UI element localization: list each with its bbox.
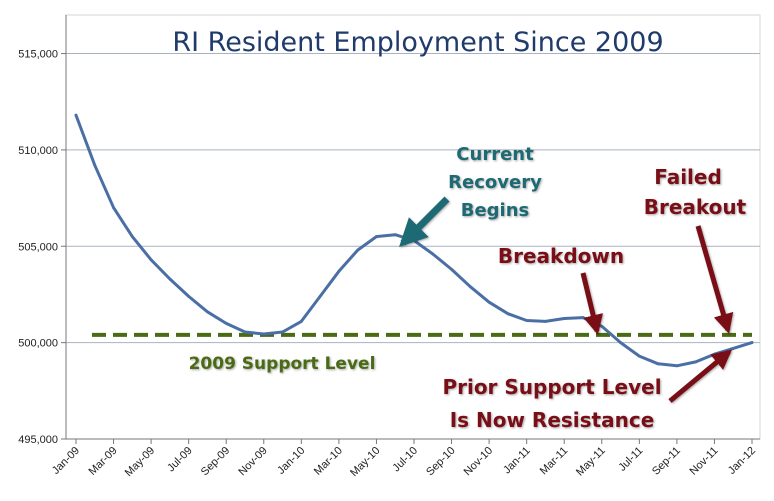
data-point bbox=[281, 330, 284, 334]
data-point bbox=[93, 163, 97, 167]
data-point bbox=[544, 320, 547, 323]
support-level-label: 2009 Support Level bbox=[189, 354, 376, 374]
data-point bbox=[168, 277, 172, 281]
data-point bbox=[431, 252, 435, 256]
data-point bbox=[637, 354, 641, 358]
data-point bbox=[356, 248, 360, 252]
data-point bbox=[187, 294, 191, 298]
y-tick-label: 495,000 bbox=[18, 434, 58, 446]
data-point bbox=[713, 352, 716, 356]
y-tick-label: 515,000 bbox=[18, 49, 58, 61]
x-tick-label: Nov-09 bbox=[236, 445, 270, 479]
data-point bbox=[149, 258, 153, 262]
y-tick-label: 500,000 bbox=[18, 338, 58, 350]
x-axis: Jan-09 Mar-09 May-09 Jul-09 Sep-09 Nov-09 Jan-… bbox=[50, 438, 760, 479]
annotation-breakdown: Breakdown bbox=[498, 244, 624, 335]
annotation-recovery: Current Recovery Begins bbox=[399, 144, 542, 247]
annotation-failed-line-1: Failed bbox=[654, 165, 722, 189]
annotation-breakdown-text: Breakdown bbox=[498, 244, 624, 268]
data-point bbox=[450, 268, 453, 271]
data-point bbox=[656, 362, 660, 366]
data-point bbox=[375, 235, 378, 239]
data-point bbox=[412, 239, 416, 242]
data-point bbox=[318, 294, 322, 298]
y-tick-label: 505,000 bbox=[18, 241, 58, 253]
x-tick-label: Mar-09 bbox=[87, 445, 120, 478]
data-point bbox=[731, 347, 735, 350]
y-axis: 495,000 500,000 505,000 510,000 515,000 bbox=[18, 15, 67, 446]
data-point bbox=[675, 364, 679, 368]
annotation-recovery-line-1: Current bbox=[456, 144, 534, 165]
annotation-resistance-line-1: Prior Support Level bbox=[442, 375, 661, 399]
annotation-failed-line-2: Breakout bbox=[644, 195, 747, 219]
x-tick-label: Jul-09 bbox=[165, 445, 195, 475]
annotation-recovery-arrow bbox=[399, 196, 450, 247]
data-point bbox=[694, 360, 698, 364]
data-point bbox=[130, 235, 134, 239]
x-tick-label: May-09 bbox=[123, 445, 157, 479]
x-tick-label: Sep-10 bbox=[424, 445, 458, 479]
annotation-resistance-line-2: Is Now Resistance bbox=[450, 408, 655, 432]
data-point bbox=[393, 233, 397, 237]
x-tick-label: Nov-10 bbox=[462, 445, 496, 479]
x-tick-label: Jan-09 bbox=[50, 445, 82, 477]
data-point bbox=[468, 285, 472, 289]
x-tick-label: Jul-10 bbox=[390, 445, 420, 475]
y-tick-label: 510,000 bbox=[18, 145, 58, 157]
data-point bbox=[619, 341, 622, 345]
annotation-recovery-line-2: Recovery bbox=[448, 172, 542, 193]
data-point bbox=[487, 300, 491, 304]
x-tick-label: Jan-12 bbox=[726, 445, 758, 477]
x-tick-label: Mar-10 bbox=[312, 445, 345, 478]
annotation-failed-arrow bbox=[695, 225, 734, 334]
annotation-breakdown-arrow bbox=[580, 272, 603, 335]
x-tick-label: Sep-11 bbox=[650, 445, 683, 478]
data-point bbox=[562, 317, 566, 320]
data-point bbox=[224, 321, 228, 325]
data-point bbox=[206, 310, 209, 314]
x-tick-label: Mar-11 bbox=[538, 445, 571, 478]
chart-title: RI Resident Employment Since 2009 bbox=[172, 27, 663, 58]
data-point bbox=[600, 324, 604, 328]
x-tick-label: Jan-11 bbox=[501, 445, 533, 477]
data-point bbox=[243, 330, 247, 334]
data-point bbox=[581, 316, 585, 319]
x-tick-label: May-10 bbox=[348, 445, 382, 479]
x-tick-label: Sep-09 bbox=[199, 445, 233, 479]
data-point bbox=[506, 312, 510, 316]
data-point bbox=[299, 320, 303, 323]
annotation-recovery-line-3: Begins bbox=[461, 200, 530, 221]
annotation-failed-breakout: Failed Breakout bbox=[644, 165, 747, 334]
data-point bbox=[74, 113, 78, 117]
x-tick-label: Jul-11 bbox=[616, 445, 645, 474]
data-point bbox=[337, 269, 341, 273]
annotation-resistance-arrow bbox=[668, 349, 733, 403]
data-point bbox=[750, 341, 754, 345]
annotation-resistance: Prior Support Level Is Now Resistance bbox=[442, 349, 733, 432]
x-tick-label: Nov-11 bbox=[688, 445, 721, 478]
data-point bbox=[262, 332, 266, 336]
x-tick-label: Jan-10 bbox=[275, 445, 307, 477]
x-tick-label: May-11 bbox=[574, 445, 608, 479]
data-point bbox=[525, 319, 529, 322]
data-point bbox=[112, 206, 115, 210]
